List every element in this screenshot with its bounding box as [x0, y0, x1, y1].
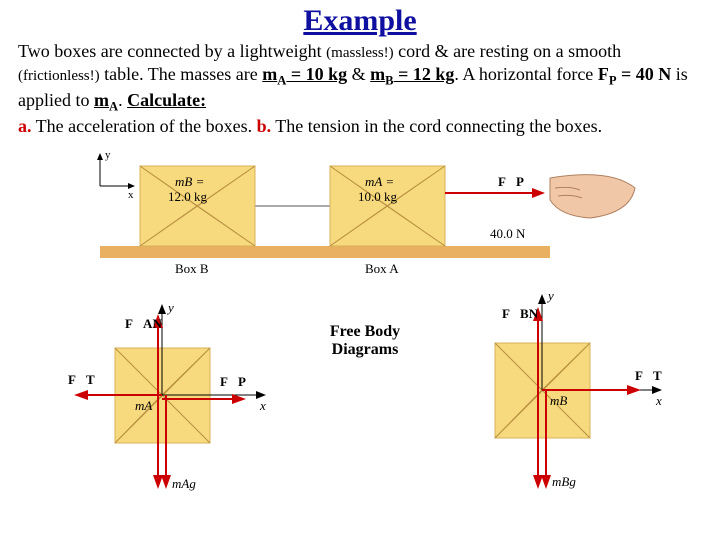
mB-label: mB: [550, 393, 567, 408]
problem-text: Two boxes are connected by a lightweight…: [0, 38, 720, 138]
x-label: x: [128, 189, 134, 201]
qb-text: The tension in the cord connecting the b…: [271, 116, 602, 136]
txt: Two boxes are connected by a lightweight: [18, 41, 326, 61]
forceN: 40.0 N: [490, 226, 526, 241]
page-title: Example: [0, 4, 720, 38]
FAN-label: F⃗AN: [125, 316, 162, 331]
figures-area: y x mB = 12.0 kg mA = 10.0 kg F⃗P 40.0 N…: [0, 138, 720, 508]
boxB-label: Box B: [175, 261, 209, 276]
FP-label: F⃗P: [498, 174, 524, 189]
FP-var: FP = 40 N: [598, 64, 671, 84]
mA-var2: mA: [94, 90, 118, 110]
top-diagram: y x mB = 12.0 kg mA = 10.0 kg F⃗P 40.0 N…: [80, 138, 640, 278]
mA-var: mA = 10 kg: [262, 64, 347, 84]
weight-label: mBg⃗: [552, 474, 586, 489]
mA-text: mA =: [365, 174, 394, 189]
txt: (massless!): [326, 45, 394, 61]
qb-label: b.: [257, 116, 272, 136]
txt: (frictionless!): [18, 68, 100, 84]
boxA-label: Box A: [365, 261, 399, 276]
FP-label: F⃗P: [220, 374, 246, 389]
y-label: y: [546, 288, 554, 303]
fbd-B: y x F⃗BN mBg⃗ F⃗T mB: [440, 278, 700, 508]
fbd-A: y x F⃗AN mAg⃗ F⃗T F⃗P mA: [40, 288, 290, 508]
mA-val: 10.0 kg: [358, 189, 398, 204]
txt: . A horizontal force: [454, 64, 597, 84]
mB-var: mB = 12 kg: [370, 64, 454, 84]
fbd-label: Free Body Diagrams: [300, 323, 430, 359]
txt: cord & are resting on a smooth: [394, 41, 621, 61]
FT-label: F⃗T: [68, 372, 95, 387]
txt: .: [118, 90, 127, 110]
x-label: x: [655, 393, 662, 408]
FBN-label: F⃗BN: [502, 306, 539, 321]
txt: &: [347, 64, 370, 84]
qa-label: a.: [18, 116, 32, 136]
mA-label: mA: [135, 398, 152, 413]
txt: table. The masses are: [100, 64, 263, 84]
calculate: Calculate:: [127, 90, 206, 110]
mB-text: mB =: [175, 174, 204, 189]
y-label: y: [166, 300, 174, 315]
qa-text: The acceleration of the boxes.: [32, 116, 257, 136]
FT-label: F⃗T: [635, 368, 662, 383]
weight-label: mAg⃗: [172, 476, 206, 491]
y-label: y: [105, 149, 111, 161]
mB-val: 12.0 kg: [168, 189, 208, 204]
x-label: x: [259, 398, 266, 413]
